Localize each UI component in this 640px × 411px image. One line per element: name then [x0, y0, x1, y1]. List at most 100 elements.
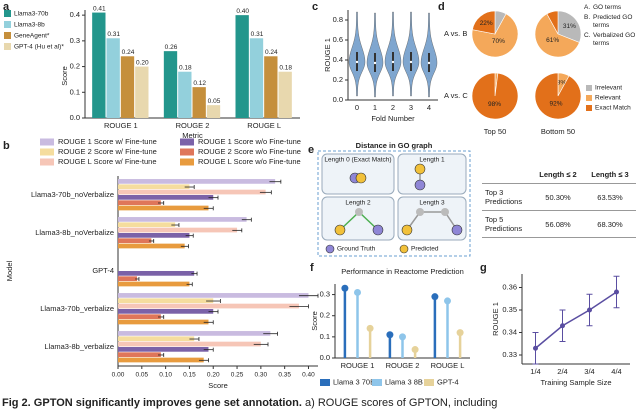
legend-label: Llama3-70b — [14, 11, 49, 18]
bar — [118, 357, 204, 363]
panel-label: e — [308, 144, 314, 156]
term-text: GO terms — [593, 4, 622, 11]
pie-slice — [546, 10, 559, 35]
bar — [118, 222, 176, 228]
point — [587, 307, 592, 313]
x-tick-label: 2 — [391, 103, 395, 112]
y-tick-label: Llama3-8b_verbalize — [44, 342, 114, 351]
median — [355, 60, 359, 64]
legend-swatch — [320, 379, 330, 386]
lollipop-head — [399, 333, 406, 341]
value-label: 0.41 — [93, 5, 106, 12]
legend-label: ROUGE L Score w/o Fine-tune — [198, 157, 301, 166]
legend-swatch — [424, 379, 434, 386]
value-label: 0.20 — [136, 59, 149, 66]
y-tick-label: 0.0 — [320, 353, 330, 362]
y-tick-label: 0.3 — [70, 36, 80, 45]
value-label: 0.24 — [265, 49, 278, 56]
x-tick-label: ROUGE L — [431, 361, 465, 370]
legend-swatch — [4, 21, 11, 28]
y-axis-label: Score — [310, 311, 319, 331]
panel-label: g — [480, 262, 487, 274]
predicted-node — [355, 172, 367, 184]
y-tick-label: 0.2 — [70, 62, 80, 71]
legend-label: Llama3-8b — [14, 22, 45, 29]
legend-label: Relevant — [595, 95, 621, 102]
x-axis-label: Metric — [182, 131, 203, 140]
row-label: A vs. B — [444, 29, 467, 38]
y-tick-label: Llama3-8b_noVerbalize — [35, 228, 114, 237]
x-tick-label: ROUGE 1 — [104, 121, 138, 130]
column-label: Top 50 — [484, 127, 507, 136]
value-label: 0.26 — [165, 44, 178, 51]
bar — [135, 66, 149, 118]
bar — [118, 303, 299, 309]
length-box — [397, 196, 467, 241]
bar — [278, 71, 292, 118]
x-tick-label: 1 — [373, 103, 377, 112]
legend-swatch — [4, 32, 11, 39]
caption-label: Fig 2. — [2, 397, 31, 409]
bar — [118, 281, 190, 287]
ground-truth-node — [451, 224, 463, 236]
term-text: Verbalized GO terms — [593, 32, 636, 47]
value-label: 98% — [488, 101, 501, 108]
x-tick-label: 0.25 — [231, 372, 244, 379]
ground-truth-node — [414, 179, 426, 191]
term-letter: B. — [584, 14, 591, 21]
x-tick-label: 0.05 — [135, 372, 148, 379]
x-tick-label: 0.00 — [112, 372, 125, 379]
legend-label: Exact Match — [595, 105, 631, 112]
panel-label: b — [3, 140, 10, 152]
y-tick-label: 0.3 — [320, 290, 330, 299]
bar — [118, 293, 309, 298]
y-tick-label: 0.8 — [333, 15, 343, 24]
x-tick-label: 0.10 — [159, 372, 172, 379]
y-tick-label: 0.4 — [70, 10, 80, 19]
y-tick-label: 0.1 — [70, 87, 80, 96]
median — [373, 61, 377, 65]
bar — [206, 105, 221, 118]
table-corner — [482, 166, 532, 184]
y-axis-label: ROUGE 1 — [491, 302, 500, 336]
legend-swatch — [372, 379, 382, 386]
legend-label: Llama 3 8B — [385, 377, 423, 386]
bar — [118, 227, 238, 233]
term-key-row: A. GO terms — [584, 4, 638, 12]
bar — [118, 271, 195, 276]
term-text: Predicted GO terms — [593, 14, 633, 29]
y-tick-label: 0.33 — [502, 350, 517, 359]
legend-marker — [399, 244, 409, 254]
edge — [406, 211, 458, 231]
cell: 56.08% — [532, 210, 584, 238]
y-tick-label: 0.2 — [320, 311, 330, 320]
table-header: Length ≤ 2 Length ≤ 3 — [482, 166, 636, 184]
x-tick-label: ROUGE 1 — [341, 361, 375, 370]
y-tick-label: Llama3-70b_noVerbalize — [31, 190, 114, 199]
bar — [118, 217, 247, 222]
lollipop-head — [431, 293, 439, 301]
x-axis-label: Score — [208, 381, 228, 390]
cell: 63.53% — [584, 183, 636, 211]
legend-label: GPT-4 (Hu et al)* — [14, 44, 64, 51]
bar — [118, 341, 261, 347]
x-tick-label: 0 — [355, 103, 359, 112]
term-key-row: C. Verbalized GO terms — [584, 32, 638, 48]
y-axis-label: Model — [5, 260, 14, 281]
bar — [192, 87, 206, 118]
bar — [118, 314, 161, 320]
table-row: Top 3 Predictions 50.30% 63.53% — [482, 183, 636, 211]
caption: Fig 2. GPTON significantly improves gene… — [2, 397, 497, 409]
legend-label: Predicted — [411, 246, 439, 253]
cell: 50.30% — [532, 183, 584, 211]
header-cell: Length ≤ 2 — [532, 166, 584, 184]
value-label: 0.18 — [279, 64, 292, 71]
row-label: Top 3 Predictions — [482, 183, 532, 211]
x-tick-label: 0.30 — [255, 372, 268, 379]
pie-slice — [557, 10, 582, 43]
predicted-node — [334, 224, 346, 236]
x-tick-label: ROUGE 2 — [386, 361, 420, 370]
bar — [163, 51, 178, 119]
y-axis-label: Score — [60, 66, 69, 86]
bar — [118, 309, 214, 314]
